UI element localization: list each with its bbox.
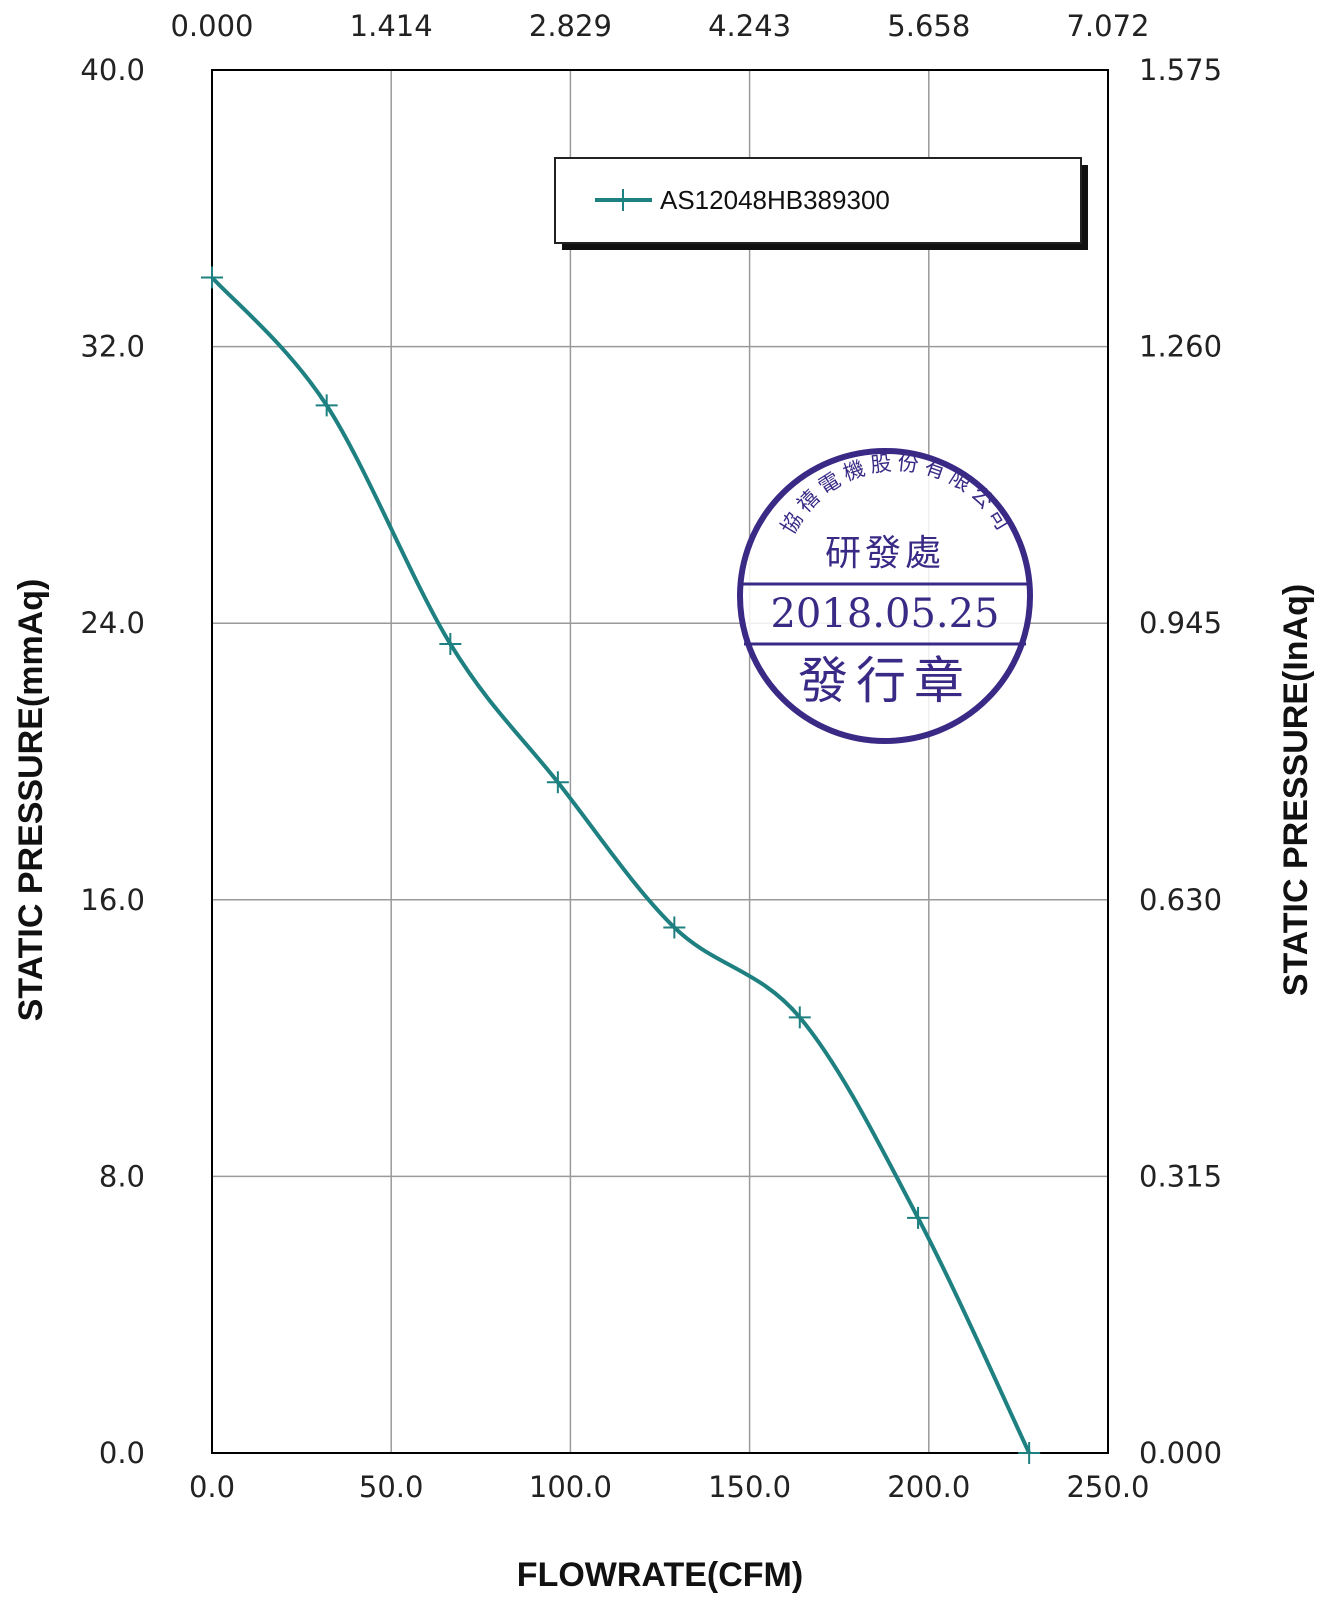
y-tick-label-left: 8.0	[99, 1159, 145, 1193]
tick-labels: 0.0 50.0 100.0 150.0 200.0 250.00.000 1.414 2.8…	[80, 9, 1222, 1504]
y-tick-label-right: 1.260	[1139, 330, 1222, 364]
x-top-tick-label: 0.000	[170, 9, 253, 43]
data-point	[907, 1206, 930, 1229]
y-tick-label-right: 0.945	[1139, 606, 1222, 640]
y-tick-label-left: 0.0	[99, 1436, 145, 1470]
stamp-department: 研發處	[825, 533, 945, 574]
x-top-tick-label: 2.829	[529, 9, 612, 43]
x-top-tick-label: 4.243	[708, 9, 791, 43]
x-axis-title: FLOWRATE(CFM)	[517, 1556, 803, 1594]
data-point	[201, 266, 223, 289]
series-layer	[201, 266, 1041, 1464]
stamp-outer-ring	[737, 448, 1033, 744]
plot-frame	[211, 69, 1109, 1454]
x-tick-label: 50.0	[359, 1470, 424, 1504]
data-point	[663, 916, 686, 939]
y-tick-label-left: 32.0	[80, 330, 145, 364]
company-stamp: 協禧電機股份有限公司 研發處 2018.05.25 發行章	[737, 448, 1033, 744]
x-top-tick-label: 7.072	[1066, 9, 1149, 43]
x-tick-label: 200.0	[887, 1470, 970, 1504]
stamp-label: 發行章	[798, 652, 972, 710]
x-tick-label: 0.0	[189, 1470, 235, 1504]
y-tick-label-right: 0.630	[1139, 883, 1222, 917]
grid	[212, 70, 1108, 1453]
y-tick-label-right: 0.315	[1139, 1159, 1222, 1193]
x-top-tick-label: 1.414	[350, 9, 433, 43]
y-tick-label-right: 0.000	[1139, 1436, 1222, 1470]
x-top-tick-label: 5.658	[887, 9, 970, 43]
y-axis-title-right: STATIC PRESSURE(InAq)	[1277, 584, 1315, 996]
y-tick-label-left: 24.0	[80, 606, 145, 640]
data-point	[1018, 1442, 1041, 1464]
legend-entry-label: AS12048HB389300	[660, 185, 890, 215]
data-point	[315, 394, 338, 417]
y-tick-label-left: 16.0	[80, 883, 145, 917]
y-tick-label-left: 40.0	[80, 53, 145, 87]
stamp-date: 2018.05.25	[770, 591, 999, 637]
data-point	[788, 1006, 811, 1029]
x-tick-label: 150.0	[708, 1470, 791, 1504]
y-tick-label-right: 1.575	[1139, 53, 1222, 87]
x-tick-label: 100.0	[529, 1470, 612, 1504]
legend: AS12048HB389300	[554, 157, 1088, 250]
data-point	[546, 771, 569, 794]
x-tick-label: 250.0	[1066, 1470, 1149, 1504]
y-axis-title-left: STATIC PRESSURE(mmAq)	[12, 579, 50, 1022]
data-point	[439, 632, 462, 655]
